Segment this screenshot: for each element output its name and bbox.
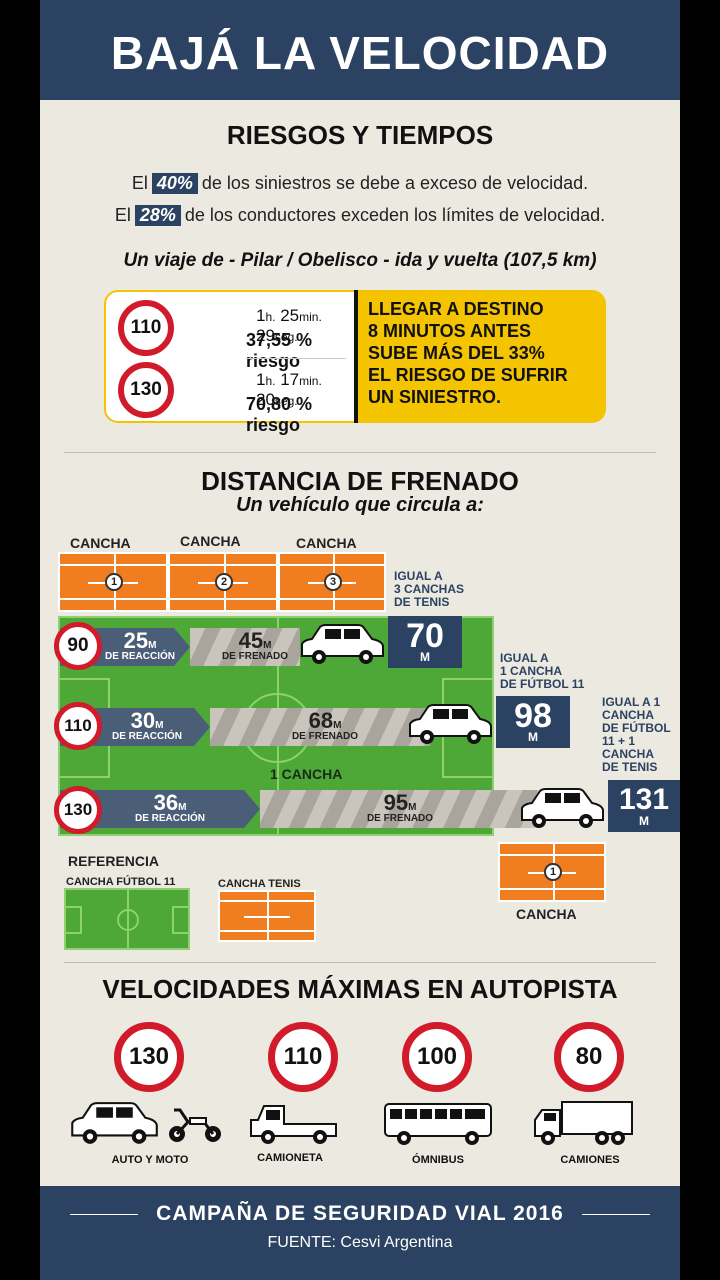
callout-line: EL RIESGO DE SUFRIR [368, 365, 568, 385]
footer-line-right [582, 1214, 650, 1215]
speed-sign-100-limit: 100 [402, 1022, 472, 1092]
reference-football-field [64, 888, 190, 950]
total-distance-110: 98 M [496, 696, 570, 748]
vehicle-label-auto-moto: AUTO Y MOTO [111, 1154, 189, 1166]
car-icon [71, 1102, 158, 1144]
stat-1-pre: El [131, 173, 148, 193]
trip-description: Un viaje de - Pilar / Obelisco - ida y v… [123, 250, 597, 271]
stat-1-pct: 40% [151, 173, 198, 194]
trip-times-card: 110 1h. 25min. 29seg. 37,55 % riesgo 130… [104, 290, 354, 435]
reference-football-label: CANCHA FÚTBOL 11 [66, 876, 176, 888]
risk-110: 37,55 % riesgo [246, 330, 313, 371]
page-title: BAJÁ LA VELOCIDAD [110, 27, 610, 79]
tennis-court-extra: 1 [498, 842, 606, 902]
campaign-title: CAMPAÑA DE SEGURIDAD VIAL 2016 [156, 1202, 564, 1225]
court-label-3: CANCHA [296, 535, 357, 551]
court-number: 2 [215, 573, 233, 591]
bus-icon [384, 1103, 492, 1145]
reaction-130: 36M DE REACCIÓN [134, 790, 205, 824]
vehicle-label-camioneta: CAMIONETA [257, 1152, 323, 1164]
stat-2: El 28% de los conductores exceden los lími… [40, 205, 680, 226]
tennis-court-3: 3 [278, 552, 386, 612]
callout-line: UN SINIESTRO. [368, 387, 502, 407]
extra-court-label: CANCHA [516, 906, 577, 922]
risk-130: 70,80 % riesgo [246, 394, 313, 435]
braking-title: DISTANCIA DE FRENADO [201, 466, 519, 496]
reference-title: REFERENCIA [68, 853, 160, 869]
court-label-2: CANCHA [180, 533, 241, 549]
speed-sign-130: 130 [118, 362, 174, 418]
vehicle-label-omnibus: ÓMNIBUS [412, 1154, 464, 1166]
reference-tennis-court [218, 890, 316, 942]
court-label-1: CANCHA [70, 535, 131, 551]
section-divider [64, 452, 656, 453]
total-distance-130: 131 M [608, 780, 680, 832]
footer: CAMPAÑA DE SEGURIDAD VIAL 2016 FUENTE: C… [40, 1186, 680, 1280]
speed-sign-130-limit: 130 [114, 1022, 184, 1092]
vehicle-label-camiones: CAMIONES [560, 1154, 620, 1166]
divider [246, 358, 346, 359]
stat-1-text: de los siniestros se debe a exceso de ve… [201, 173, 589, 193]
speed-sign-110-limit: 110 [268, 1022, 338, 1092]
total-distance-90: 70 M [388, 616, 462, 668]
speed-sign-80-limit: 80 [554, 1022, 624, 1092]
callout-line: 8 MINUTOS ANTES [368, 321, 532, 341]
section-divider [64, 962, 656, 963]
car-icon [301, 624, 384, 664]
reference-tennis-label: CANCHA TENIS [218, 878, 301, 890]
pickup-truck-icon [250, 1105, 337, 1144]
motorcycle-icon [169, 1108, 221, 1142]
braking-bar-130 [60, 790, 600, 828]
footer-line-left [70, 1214, 138, 1215]
infographic: BAJÁ LA VELOCIDAD RIESGOS Y TIEMPOS El 40… [40, 0, 680, 1280]
reaction-110: 30M DE REACCIÓN [111, 708, 182, 742]
court-number: 3 [324, 573, 342, 591]
car-icon [409, 704, 492, 744]
braking-bar-110 [60, 708, 490, 746]
equivalence-note-130: IGUAL A 1 CANCHA DE FÚTBOL 11 + 1 CANCHA DE T… [602, 695, 671, 774]
stat-2-pct: 28% [134, 205, 181, 226]
callout-line: SUBE MÁS DEL 33% [368, 343, 545, 363]
car-icon [521, 788, 604, 828]
limits-title: VELOCIDADES MÁXIMAS EN AUTOPISTA [102, 974, 618, 1004]
braking-110: 68M DE FRENADO [291, 708, 359, 742]
court-number: 1 [544, 863, 562, 881]
stat-1: El 40% de los siniestros se debe a exceso … [40, 173, 680, 194]
court-number: 1 [105, 573, 123, 591]
risk-callout: LLEGAR A DESTINO 8 MINUTOS ANTES SUBE MÁ… [354, 290, 606, 423]
stat-2-text: de los conductores exceden los límites d… [184, 205, 606, 225]
header-banner: BAJÁ LA VELOCIDAD [40, 0, 680, 100]
braking-90: 45M DE FRENADO [221, 628, 289, 662]
speed-sign-90: 90 [54, 622, 102, 670]
speed-sign-130-braking: 130 [54, 786, 102, 834]
speed-sign-110: 110 [118, 300, 174, 356]
source-text: FUENTE: Cesvi Argentina [267, 1234, 453, 1251]
braking-subtitle: Un vehículo que circula a: [236, 494, 484, 516]
field-label: 1 CANCHA [270, 766, 343, 782]
time-130: 1h. 17min. 20seg. [256, 370, 322, 409]
truck-icon [534, 1101, 633, 1145]
tennis-court-1: 1 [58, 552, 168, 612]
time-110: 1h. 25min. 29seg. [256, 306, 322, 345]
braking-130: 95M DE FRENADO [366, 790, 434, 824]
speed-sign-110-braking: 110 [54, 702, 102, 750]
risks-title: RIESGOS Y TIEMPOS [226, 120, 494, 150]
tennis-court-2: 2 [168, 552, 278, 612]
reaction-90: 25M DE REACCIÓN [104, 628, 175, 662]
stat-2-pre: El [114, 205, 131, 225]
callout-line: LLEGAR A DESTINO [368, 299, 544, 319]
